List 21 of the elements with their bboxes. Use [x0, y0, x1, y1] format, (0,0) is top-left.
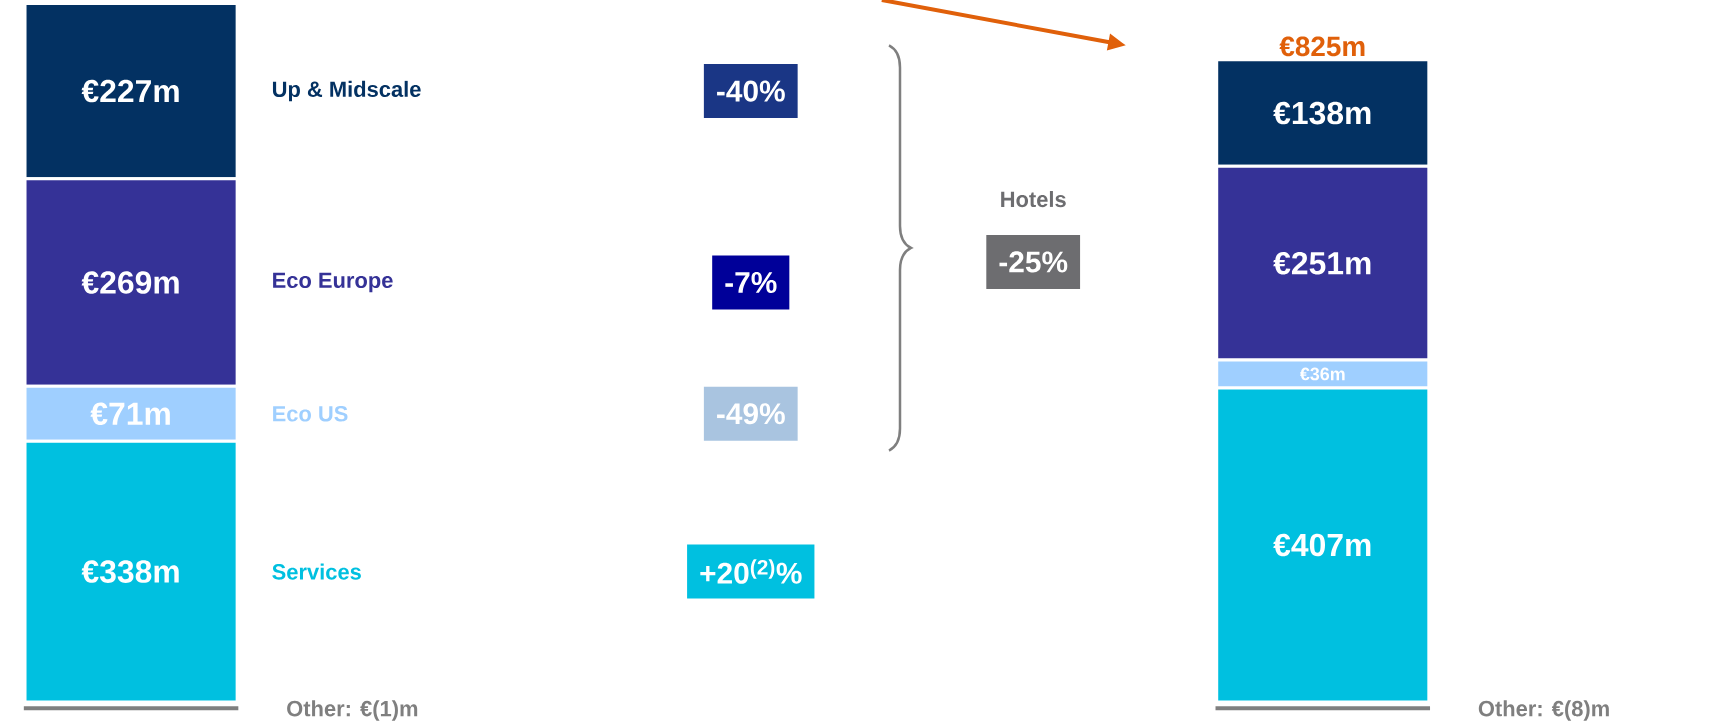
series-label: Up & Midscale [272, 80, 421, 102]
data-label: €227m [81, 79, 179, 103]
series-label: Eco Europe [273, 272, 393, 293]
data-label: €269m [81, 271, 179, 294]
data-label: €36m [1299, 367, 1345, 381]
data-label: €338m [81, 560, 179, 583]
annotation: -40% [717, 80, 785, 102]
data-label: €138m [1273, 101, 1371, 125]
series-label: Eco US [273, 405, 348, 422]
annotation: +20$^{(2)}$% [700, 559, 802, 584]
annotation: Other: €(8)m [1478, 700, 1609, 721]
annotation: -25% [999, 251, 1068, 273]
annotation: Other: €(1)m [287, 700, 418, 721]
data-label: €251m [1273, 251, 1371, 275]
annotation: -7% [725, 272, 777, 294]
data-label: €71m [90, 402, 170, 426]
annotation: €825m [1279, 36, 1365, 57]
annotation: -49% [717, 403, 785, 425]
series-label: Services [272, 563, 361, 580]
data-label: €407m [1273, 533, 1371, 557]
annotation: Hotels [1001, 191, 1066, 208]
